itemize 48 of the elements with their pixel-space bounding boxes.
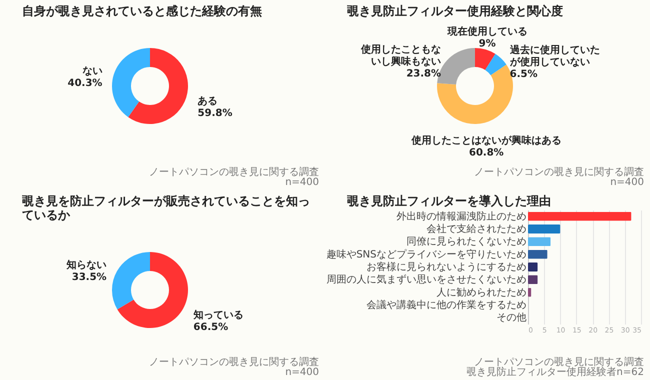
y-tick-label: 会議や講義中に他の作業をするため bbox=[366, 299, 526, 311]
donut-slice bbox=[117, 252, 188, 328]
bar bbox=[528, 275, 538, 284]
chart-title: 覗き見防止フィルター使用経験と関心度 bbox=[346, 3, 564, 18]
y-tick-label: 趣味やSNSなどプライバシーを守りたいため bbox=[326, 248, 526, 260]
text: n=400 bbox=[609, 177, 644, 188]
bar bbox=[528, 224, 560, 234]
chart-title: 自身が覗き見されていると感じた経験の有無 bbox=[21, 3, 263, 18]
donut-slice bbox=[128, 48, 188, 124]
text: ノートパソコンの覗き見に関する調査 bbox=[474, 357, 644, 368]
text: ノートパソコンの覗き見に関する調査 bbox=[474, 167, 644, 178]
slice-label: 使用したこともないし興味もない bbox=[360, 43, 442, 68]
slice-label: 現在使用している bbox=[446, 26, 528, 38]
y-tick-label: 周囲の人に気まずい思いをさせたくないため bbox=[326, 274, 526, 286]
data-label: 40.3% bbox=[68, 78, 102, 89]
y-tick-label: 同僚に見られたくないため bbox=[406, 236, 526, 248]
data-label: 66.5% bbox=[193, 322, 228, 333]
y-tick-label: その他 bbox=[496, 312, 526, 324]
slice-label: ある bbox=[198, 96, 218, 108]
chart-title: 覗き見防止フィルターを導入した理由 bbox=[346, 193, 552, 208]
data-label: 59.8% bbox=[198, 108, 232, 120]
y-tick-label: 人に勧められたため bbox=[436, 287, 526, 298]
slice-label: 知っている bbox=[192, 308, 244, 321]
data-label: 33.5% bbox=[72, 272, 107, 284]
slice-label: ない bbox=[82, 66, 102, 77]
y-tick-label: 会社で支給されたため bbox=[426, 223, 526, 235]
bar bbox=[528, 250, 548, 259]
slice-label: 過去に使用していたが使用していない bbox=[508, 44, 600, 68]
data-label: 9% bbox=[478, 38, 496, 50]
data-label: 60.8% bbox=[468, 148, 504, 159]
donut-slice bbox=[112, 48, 150, 118]
donut-slice bbox=[112, 252, 150, 310]
slice-label: 使用したことはないが興味はある bbox=[410, 134, 562, 147]
text: ノートパソコンの覗き見に関する調査 bbox=[149, 167, 319, 178]
bar bbox=[528, 212, 632, 221]
text: 覗き見防止フィルター使用経験者n=62 bbox=[466, 367, 644, 378]
text: n=400 bbox=[284, 177, 319, 188]
slice-label: 知らない bbox=[66, 259, 107, 272]
chart-title: 覗き見を防止フィルターが販売されていることを知っているか bbox=[21, 193, 311, 222]
data-label: 23.8% bbox=[406, 68, 442, 80]
bar bbox=[528, 237, 551, 246]
text: n=400 bbox=[284, 367, 319, 378]
y-tick-label: お客様に見られないようにするため bbox=[366, 261, 526, 273]
donut-slice bbox=[485, 54, 506, 76]
text: ノートパソコンの覗き見に関する調査 bbox=[149, 357, 319, 368]
bar bbox=[528, 262, 538, 272]
y-tick-label: 外出時の情報漏洩防止のため bbox=[396, 210, 526, 222]
donut-slice bbox=[475, 48, 496, 70]
